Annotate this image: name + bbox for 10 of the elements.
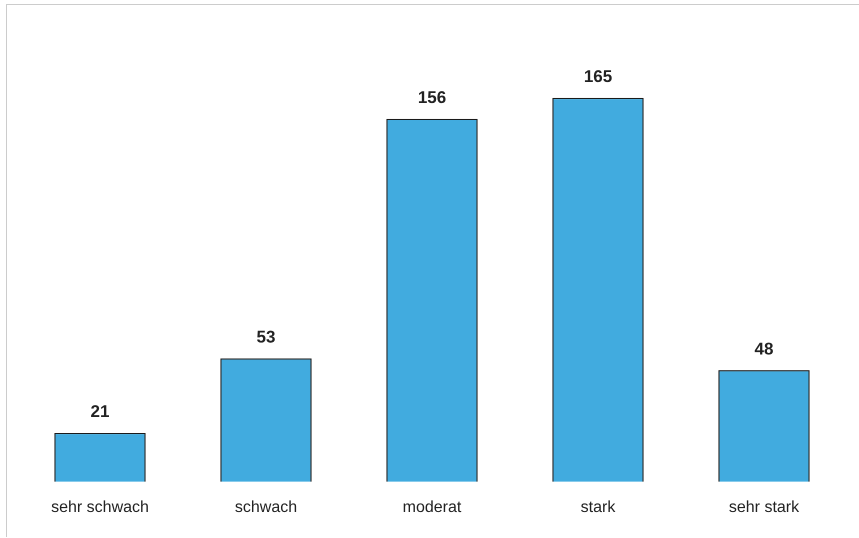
data-label: 21 xyxy=(90,402,110,422)
x-tick-label: sehr schwach xyxy=(51,498,149,516)
x-tick-label: schwach xyxy=(234,498,298,516)
data-label: 53 xyxy=(256,328,276,347)
x-tick-label: sehr stark xyxy=(728,498,800,516)
data-label: 48 xyxy=(754,339,774,358)
data-label: 156 xyxy=(418,88,446,108)
data-label: 165 xyxy=(584,67,612,86)
x-tick-label: stark xyxy=(580,498,616,516)
x-tick-label: moderat xyxy=(402,498,462,516)
